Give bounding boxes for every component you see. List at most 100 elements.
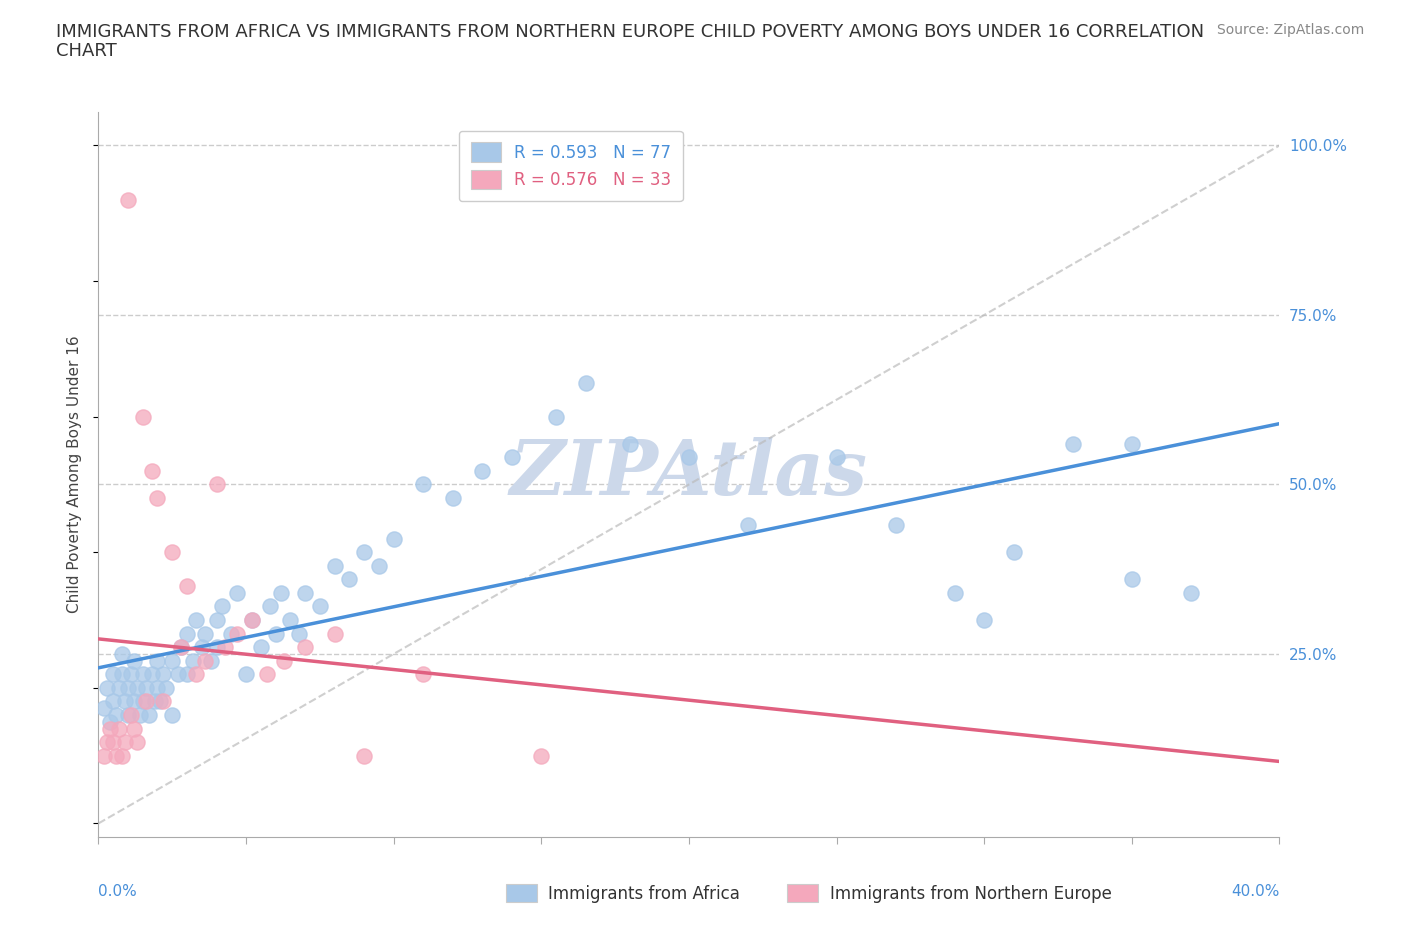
Point — [143, 694, 166, 709]
Point — [825, 450, 848, 465]
Point — [240, 613, 263, 628]
Point — [194, 626, 217, 641]
Point — [176, 626, 198, 641]
Point — [122, 653, 145, 668]
Point — [226, 586, 249, 601]
Point — [884, 518, 907, 533]
Point — [122, 721, 145, 736]
Point — [1180, 586, 1202, 601]
Point — [122, 694, 145, 709]
Point — [280, 613, 302, 628]
Point — [471, 463, 494, 478]
Point — [264, 626, 287, 641]
Point — [288, 626, 311, 641]
Point — [1121, 436, 1143, 451]
Point — [270, 586, 292, 601]
Point — [368, 558, 391, 573]
Text: Immigrants from Northern Europe: Immigrants from Northern Europe — [830, 884, 1111, 903]
Point — [294, 586, 316, 601]
Point — [221, 626, 243, 641]
Point — [152, 694, 174, 709]
Point — [309, 599, 332, 614]
Point — [135, 681, 157, 696]
Point — [96, 735, 118, 750]
Point — [678, 450, 700, 465]
Point — [259, 599, 281, 614]
Point — [339, 572, 361, 587]
Point — [114, 735, 136, 750]
Point — [125, 735, 148, 750]
Point — [111, 646, 134, 661]
Point — [273, 653, 295, 668]
Point — [117, 708, 139, 723]
Point — [132, 694, 155, 709]
Point — [530, 749, 553, 764]
Point — [103, 667, 125, 682]
Point — [412, 477, 434, 492]
Point — [135, 694, 157, 709]
Point — [155, 681, 177, 696]
Point — [294, 640, 316, 655]
Point — [226, 626, 249, 641]
Point — [141, 667, 163, 682]
Point — [162, 708, 183, 723]
Point — [167, 667, 190, 682]
Point — [619, 436, 641, 451]
Point — [111, 667, 134, 682]
Point — [176, 578, 198, 593]
Point — [323, 558, 346, 573]
Point — [98, 714, 121, 729]
Point — [117, 681, 139, 696]
Point — [105, 749, 128, 764]
Point — [146, 653, 169, 668]
Point — [353, 749, 375, 764]
Point — [108, 681, 131, 696]
Point — [117, 193, 139, 207]
Point — [120, 667, 142, 682]
Legend: R = 0.593   N = 77, R = 0.576   N = 33: R = 0.593 N = 77, R = 0.576 N = 33 — [458, 131, 683, 201]
Point — [575, 376, 598, 391]
Point — [205, 477, 228, 492]
Point — [105, 708, 128, 723]
Text: IMMIGRANTS FROM AFRICA VS IMMIGRANTS FROM NORTHERN EUROPE CHILD POVERTY AMONG BO: IMMIGRANTS FROM AFRICA VS IMMIGRANTS FRO… — [56, 23, 1205, 41]
Point — [114, 694, 136, 709]
Point — [141, 463, 163, 478]
Point — [214, 640, 236, 655]
Point — [120, 708, 142, 723]
Point — [184, 613, 207, 628]
Point — [184, 667, 207, 682]
Point — [737, 518, 759, 533]
Point — [205, 613, 228, 628]
Point — [973, 613, 995, 628]
Point — [441, 491, 464, 506]
Point — [323, 626, 346, 641]
Point — [93, 700, 115, 715]
Point — [546, 409, 568, 424]
Point — [191, 640, 214, 655]
Point — [412, 667, 434, 682]
Point — [108, 721, 131, 736]
Point — [211, 599, 233, 614]
Point — [943, 586, 966, 601]
Point — [152, 667, 174, 682]
Point — [98, 721, 121, 736]
Point — [138, 708, 160, 723]
Text: Immigrants from Africa: Immigrants from Africa — [548, 884, 740, 903]
Point — [111, 749, 134, 764]
Text: Source: ZipAtlas.com: Source: ZipAtlas.com — [1216, 23, 1364, 37]
Point — [1062, 436, 1084, 451]
Point — [146, 491, 169, 506]
Point — [353, 545, 375, 560]
Point — [205, 640, 228, 655]
Point — [250, 640, 273, 655]
Point — [501, 450, 523, 465]
Point — [162, 545, 183, 560]
Point — [194, 653, 217, 668]
Text: ZIPAtlas: ZIPAtlas — [510, 437, 868, 512]
Point — [132, 667, 155, 682]
Point — [256, 667, 278, 682]
Point — [162, 653, 183, 668]
Point — [1121, 572, 1143, 587]
Point — [181, 653, 204, 668]
Point — [176, 667, 198, 682]
